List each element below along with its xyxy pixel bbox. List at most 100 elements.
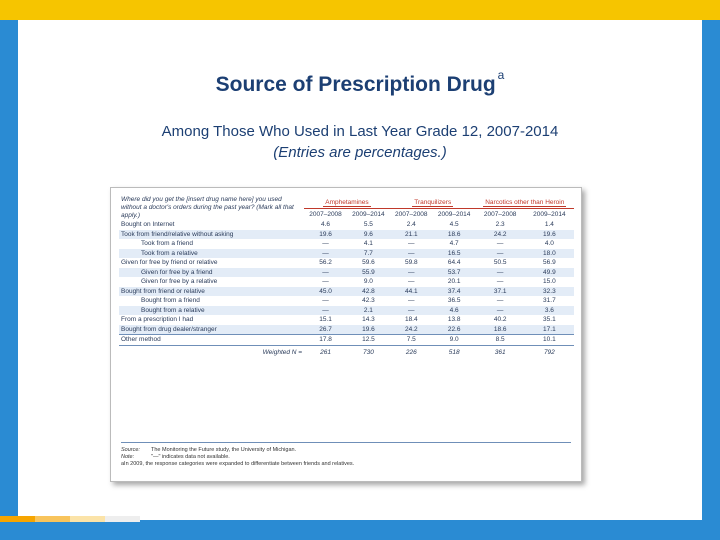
cell-value: 8.5: [475, 334, 525, 345]
year-header: 2007–2008: [475, 207, 525, 220]
cell-value: 40.2: [493, 316, 507, 323]
cell-value: 15.0: [543, 278, 556, 285]
top-accent-bar: [0, 0, 720, 20]
weighted-n-value: 261: [304, 344, 347, 357]
row-label: Bought from friend or relative: [119, 286, 305, 296]
cell-value: 19.6: [304, 229, 347, 239]
cell-value: 18.0: [524, 248, 574, 258]
cell-value: 55.9: [346, 267, 390, 277]
table-row: Given for free by a friend —55.9—53.7—49.…: [119, 267, 574, 277]
row-label: From a prescription I had: [121, 316, 194, 323]
row-label: Took from a relative: [119, 248, 305, 258]
source-text: The Monitoring the Future study, the Uni…: [151, 447, 297, 453]
cell-value: 7.7: [346, 248, 390, 258]
cell-value: —: [496, 278, 504, 285]
row-label: Bought on Internet: [121, 221, 175, 228]
row-label: Given for free by a friend: [119, 267, 305, 277]
table-row: Bought from a friend — 42.3 — 36.5 — 31.7: [119, 296, 574, 306]
table-row: Other method 17.8 12.5 7.5 9.0 8.5 10.1: [119, 334, 574, 345]
cell-value: 32.3: [524, 286, 574, 296]
table-row: Bought on Internet 4.6 5.5 2.4 4.5 2.3 1.4: [119, 220, 574, 230]
cell-value: 16.5: [432, 248, 476, 258]
cell-value: 35.1: [543, 316, 556, 323]
cell-value: —: [304, 248, 347, 258]
cell-value: 12.5: [346, 334, 390, 345]
cell-value: 59.8: [404, 259, 418, 266]
cell-value: 9.0: [432, 334, 476, 345]
cell-value: —: [389, 248, 433, 258]
cell-value: —: [304, 305, 347, 315]
cell-value: —: [322, 297, 329, 304]
table-row: Bought from friend or relative 45.0 42.8 44…: [119, 286, 574, 296]
cell-value: 42.8: [346, 286, 390, 296]
row-label: Bought from a friend: [141, 297, 200, 304]
weighted-n-value: 792: [524, 344, 574, 357]
note-text: "—" indicates data not available.: [151, 454, 230, 460]
cell-value: 45.0: [304, 286, 347, 296]
cell-value: 64.4: [447, 259, 461, 266]
cell-value: 4.6: [321, 221, 331, 228]
cell-value: 31.7: [543, 297, 556, 304]
cell-value: 10.1: [524, 334, 574, 345]
year-header: 2009–2014: [524, 207, 574, 220]
cell-value: 5.5: [363, 221, 373, 228]
prescription-source-table: Where did you get the [insert drug name …: [119, 196, 574, 357]
row-label: Given for free by friend or relative: [121, 259, 218, 266]
cell-value: 18.6: [475, 324, 525, 335]
bottom-accent-2: [35, 516, 70, 522]
row-label: Given for free by a relative: [141, 278, 218, 285]
cell-value: —: [322, 240, 329, 247]
cell-value: 42.3: [362, 297, 375, 304]
footnote: aIn 2009, the response categories were e…: [121, 461, 355, 467]
group-header: Tranquilizers: [412, 199, 454, 207]
cell-value: 21.1: [389, 229, 433, 239]
cell-value: 50.5: [493, 259, 507, 266]
cell-value: —: [475, 248, 525, 258]
cell-value: 14.3: [362, 316, 375, 323]
cell-value: 37.1: [475, 286, 525, 296]
cell-value: 9.6: [346, 229, 390, 239]
cell-value: 9.0: [363, 278, 373, 285]
cell-value: 22.6: [432, 324, 476, 335]
cell-value: 4.0: [544, 240, 554, 247]
table-row: Bought from a relative —2.1—4.6—3.6: [119, 305, 574, 315]
cell-value: 4.7: [449, 240, 459, 247]
cell-value: 2.4: [406, 221, 416, 228]
cell-value: 15.1: [319, 316, 332, 323]
year-header: 2007–2008: [304, 207, 347, 220]
slide-subtitle: Among Those Who Used in Last Year Grade …: [161, 123, 559, 140]
table-row: Took from a relative —7.7—16.5—18.0: [119, 248, 574, 258]
row-label: Took from friend/relative without asking: [119, 229, 305, 239]
cell-value: 24.2: [389, 324, 433, 335]
cell-value: —: [475, 305, 525, 315]
table-row: Took from friend/relative without asking…: [119, 229, 574, 239]
cell-value: 36.5: [447, 297, 461, 304]
cell-value: 13.8: [447, 316, 461, 323]
cell-value: 49.9: [524, 267, 574, 277]
cell-value: 20.1: [447, 278, 461, 285]
table-row: From a prescription I had 15.1 14.3 18.4 13.…: [119, 315, 574, 325]
weighted-n-value: 730: [346, 344, 390, 357]
bottom-accent-4: [105, 516, 140, 522]
cell-value: —: [408, 240, 415, 247]
cell-value: 19.6: [524, 229, 574, 239]
cell-value: 26.7: [304, 324, 347, 335]
table-row: Given for free by a relative — 9.0 — 20.1 — 15…: [119, 277, 574, 287]
row-label: Bought from drug dealer/stranger: [119, 324, 305, 335]
cell-value: 44.1: [389, 286, 433, 296]
weighted-n-value: 518: [432, 344, 476, 357]
weighted-n-row: Weighted N = 261 730 226 518 361 792: [119, 344, 574, 357]
group-header: Amphetamines: [323, 199, 371, 207]
cell-value: 56.2: [319, 259, 332, 266]
row-label: Bought from a relative: [119, 305, 305, 315]
cell-value: 19.6: [346, 324, 390, 335]
cell-value: 53.7: [432, 267, 476, 277]
cell-value: 56.9: [543, 259, 556, 266]
weighted-n-label: Weighted N =: [119, 344, 305, 357]
cell-value: —: [496, 240, 504, 247]
cell-value: 18.6: [432, 229, 476, 239]
cell-value: —: [322, 278, 329, 285]
weighted-n-value: 226: [389, 344, 433, 357]
cell-value: —: [475, 267, 525, 277]
row-label: Took from a friend: [141, 240, 194, 247]
